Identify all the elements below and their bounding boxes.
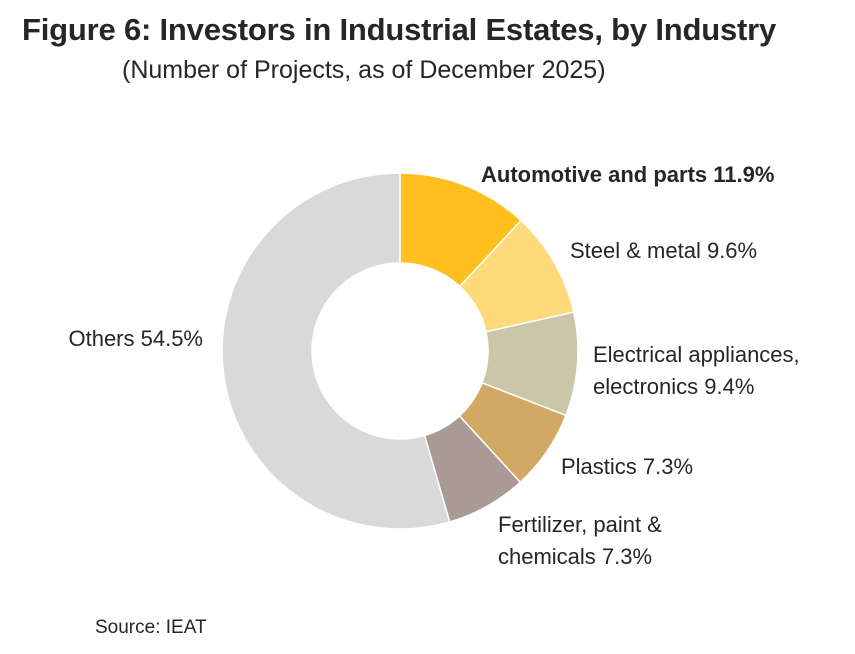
slice-label-others: Others 54.5% (68, 326, 203, 351)
slice-label-fertilizer-paint-chemicals: Fertilizer, paint & chemicals 7.3% (498, 512, 662, 569)
slice-labels: Automotive and parts 11.9% Steel & metal … (68, 162, 799, 569)
slice-label-electrical-appliances-electronics: Electrical appliances, electronics 9.4% (593, 342, 800, 399)
source-note: Source: IEAT (95, 617, 207, 638)
slice-label-steel-metal: Steel & metal 9.6% (570, 238, 757, 263)
chart-subtitle: (Number of Projects, as of December 2025… (122, 56, 606, 84)
slice-others (221, 172, 451, 530)
chart-title: Figure 6: Investors in Industrial Estate… (22, 12, 777, 47)
slice-label-plastics: Plastics 7.3% (561, 454, 693, 479)
donut-slices (221, 172, 579, 530)
slice-label-automotive-and-parts: Automotive and parts 11.9% (481, 162, 774, 187)
